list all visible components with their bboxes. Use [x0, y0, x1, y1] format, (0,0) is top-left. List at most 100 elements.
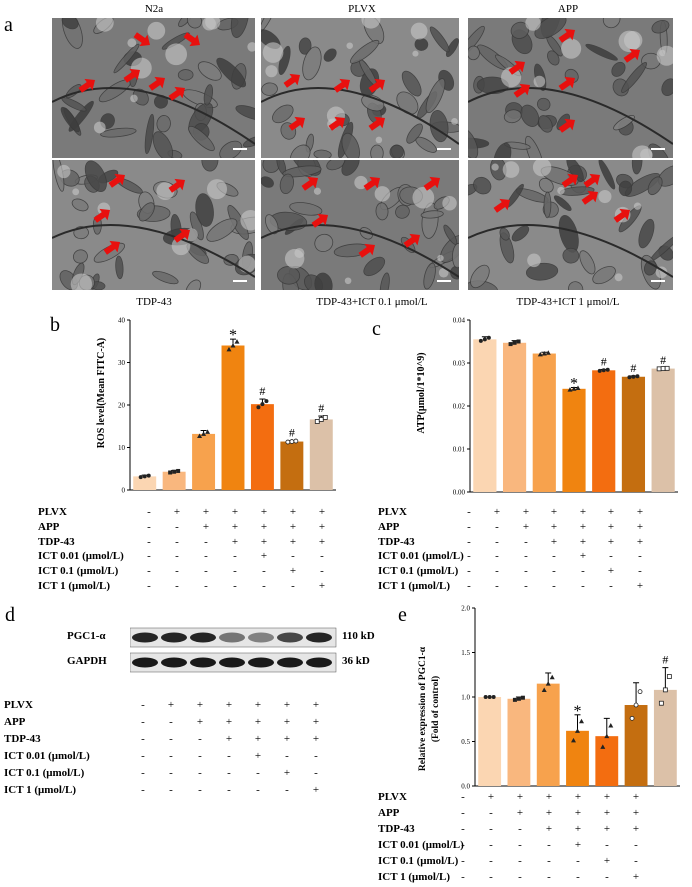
data-point: [660, 366, 666, 371]
data-point: [601, 368, 606, 373]
y-tick-label: 0.01: [453, 446, 466, 454]
bar: [133, 476, 157, 490]
bar: [595, 736, 619, 786]
treatment-sign-d: -: [169, 784, 173, 796]
treatment-label-c: TDP-43: [378, 535, 415, 548]
treatment-sign-e: -: [489, 839, 493, 851]
pgc1a-size-label: 110 kD: [342, 630, 375, 642]
bar: [566, 730, 589, 786]
treatment-sign-d: -: [169, 750, 173, 762]
treatment-sign-c: -: [552, 565, 556, 578]
red-arrow-icon: [363, 176, 380, 191]
data-point: [627, 375, 632, 380]
treatment-label-c: APP: [378, 520, 400, 533]
treatment-sign-e: -: [461, 839, 465, 851]
red-arrow-icon: [123, 68, 140, 83]
treatment-sign-c: +: [636, 520, 644, 533]
treatment-sign-c: -: [467, 580, 471, 592]
treatment-label-e: TDP-43: [378, 823, 415, 835]
data-point: [605, 367, 610, 372]
treatment-sign-c: +: [579, 506, 587, 518]
data-point: [571, 386, 577, 391]
treatment-sign-c: -: [495, 550, 499, 563]
micrograph-n2a: [52, 18, 255, 158]
treatment-label-b: ICT 0.01 (μmol/L): [38, 550, 124, 563]
treatment-sign-c: -: [524, 580, 528, 592]
y-tick-label: 10: [118, 444, 126, 452]
treatment-sign-d: +: [225, 733, 233, 745]
panel-a-letter: a: [4, 14, 13, 36]
treatment-sign-e: -: [634, 839, 638, 851]
treatment-sign-b: -: [204, 535, 208, 548]
blot-band: [219, 632, 245, 643]
treatment-sign-d: -: [141, 750, 145, 762]
treatment-sign-b: -: [147, 580, 151, 592]
data-point: [658, 700, 664, 706]
treatment-sign-b: -: [147, 520, 151, 533]
treatment-label-b: ICT 1 (μmol/L): [38, 580, 111, 592]
treatment-sign-c: +: [550, 506, 558, 518]
treatment-sign-b: -: [291, 580, 295, 592]
y-tick-label: 0.00: [453, 489, 466, 497]
significance-mark: #: [601, 354, 607, 368]
treatment-sign-e: +: [574, 807, 582, 819]
data-point: [575, 385, 581, 391]
treatment-sign-b: +: [289, 535, 297, 548]
treatment-sign-e: +: [545, 791, 553, 803]
treatment-sign-d: -: [227, 784, 231, 796]
red-arrow-icon: [133, 32, 150, 47]
data-point: [260, 402, 265, 407]
treatment-sign-b: -: [233, 550, 237, 563]
red-arrow-icon: [561, 173, 578, 188]
bar: [592, 370, 616, 492]
image-label-n2a: N2a: [144, 3, 164, 15]
data-point: [600, 744, 606, 749]
treatment-label-c: ICT 0.1 (μmol/L): [378, 565, 459, 578]
data-point: [146, 473, 151, 478]
red-arrow-icon: [493, 198, 510, 213]
bar: [473, 339, 497, 492]
treatment-sign-b: +: [173, 506, 181, 518]
data-point: [256, 405, 261, 410]
red-arrow-icon: [508, 60, 525, 75]
treatment-sign-e: -: [461, 791, 465, 803]
treatment-sign-e: +: [516, 807, 524, 819]
treatment-sign-c: -: [495, 520, 499, 533]
treatment-sign-c: -: [467, 565, 471, 578]
treatment-sign-e: -: [605, 839, 609, 851]
treatment-sign-b: -: [147, 535, 151, 548]
significance-mark: #: [259, 384, 265, 398]
treatment-sign-b: -: [233, 565, 237, 578]
treatment-sign-c: +: [636, 535, 644, 548]
data-point: [512, 697, 517, 702]
treatment-sign-e: -: [518, 855, 522, 867]
data-point: [314, 419, 320, 424]
pgc1a-ylabel-2: (Fold of control): [431, 675, 441, 743]
pgc1a-band-label: PGC1-α: [67, 630, 106, 642]
micrograph-app: [468, 18, 673, 158]
data-point: [285, 439, 291, 445]
data-point: [486, 335, 491, 340]
treatment-sign-c: -: [638, 550, 642, 563]
treatment-sign-b: +: [289, 506, 297, 518]
panel-c-letter: c: [372, 318, 381, 340]
treatment-sign-e: -: [547, 855, 551, 867]
pgc1a-bar-chart: 0.0 0.5 1.0 1.5 2.0 * #: [461, 605, 680, 791]
panel-d-letter: d: [5, 604, 15, 626]
treatment-sign-d: +: [196, 716, 204, 728]
data-point: [541, 351, 547, 356]
treatment-sign-b: -: [147, 506, 151, 518]
data-point: [482, 337, 487, 342]
data-point: [575, 728, 580, 733]
treatment-sign-b: +: [318, 506, 326, 518]
red-arrow-icon: [513, 83, 530, 98]
data-point: [491, 695, 496, 699]
treatment-label-e: ICT 0.01 (μmol/L): [378, 839, 464, 851]
treatment-sign-d: +: [283, 716, 291, 728]
data-point: [520, 695, 525, 700]
red-arrow-icon: [93, 208, 110, 223]
treatment-label-d: TDP-43: [4, 733, 41, 745]
treatment-sign-b: -: [204, 565, 208, 578]
treatment-sign-c: -: [552, 550, 556, 563]
treatment-sign-d: +: [283, 733, 291, 745]
